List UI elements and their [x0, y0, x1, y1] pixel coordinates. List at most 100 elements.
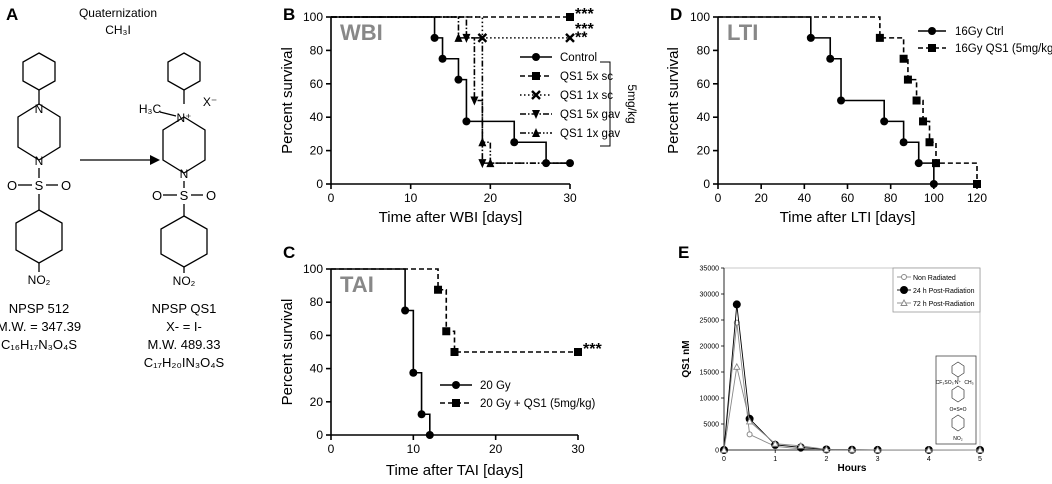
y-tick-label: 100 [303, 10, 323, 24]
data-point [454, 75, 463, 84]
legend-marker [928, 27, 936, 35]
data-point [425, 431, 434, 439]
y-tick-label: 80 [310, 43, 324, 57]
y-tick-label: 0 [316, 177, 323, 191]
legend-label: 24 h Post-Radiation [913, 288, 975, 295]
phenyl-ring-left [22, 52, 56, 91]
y-tick-label: 80 [310, 295, 324, 309]
y-tick-label: 100 [690, 10, 710, 24]
y-tick-label: 80 [697, 43, 711, 57]
legend-marker [452, 399, 460, 407]
legend-marker [532, 53, 540, 61]
y-tick-label: 100 [303, 262, 323, 276]
legend-marker [452, 381, 460, 389]
data-point [903, 75, 912, 84]
left-compound-formula: C₁₆H₁₇N₃O₄S [1, 337, 77, 352]
data-point [434, 285, 443, 294]
svg-text:O: O [206, 188, 216, 203]
left-compound-name: NPSP 512 [9, 301, 69, 316]
data-point [720, 446, 728, 453]
y-tick-label: 20 [310, 144, 324, 158]
panel-label: E [678, 243, 689, 262]
data-point [417, 410, 426, 419]
legend-marker [901, 274, 907, 280]
y-tick-label: 20 [310, 395, 324, 409]
data-point [409, 368, 418, 377]
y-tick-label: 0 [703, 177, 710, 191]
chart-d: D LTI 0 20 40 60 80 100 120 0 20 40 60 80 100 Time afte… [665, 5, 1052, 226]
data-point [486, 158, 495, 168]
data-point [462, 117, 471, 126]
y-axis-label: Percent survival [279, 47, 296, 154]
data-point [574, 348, 582, 356]
nitrophenyl-ring-right [160, 215, 208, 268]
x-tick-label: 2 [824, 456, 828, 463]
y-tick-label: 35000 [700, 266, 720, 273]
data-point [875, 33, 884, 42]
data-point [470, 96, 479, 106]
x-tick-label: 0 [715, 191, 722, 205]
legend-marker [532, 110, 540, 119]
legend: Control QS1 5x sc QS1 1x sc QS1 5x gav QS1 1… [520, 52, 620, 140]
sulfonyl-s-left: S [35, 178, 44, 193]
data-point [438, 54, 447, 63]
x-tick-label: 20 [754, 191, 768, 205]
legend-label: 16Gy QS1 (5mg/kg) [955, 43, 1052, 55]
legend-label: QS1 5x gav [560, 109, 620, 121]
inner-title: WBI [340, 20, 383, 45]
survival-line [331, 16, 570, 39]
x-axis-label: Hours [838, 463, 867, 474]
data-point [912, 96, 921, 105]
y-tick-label: 60 [697, 77, 711, 91]
svg-text:N⁺: N⁺ [955, 380, 962, 386]
legend: 16Gy Ctrl 16Gy QS1 (5mg/kg) [918, 26, 1052, 55]
x-tick-label: 0 [722, 456, 726, 463]
x-tick-label: 10 [407, 442, 421, 456]
data-point [931, 159, 940, 168]
data-point [914, 159, 923, 168]
series-qs1-1x-gav [331, 16, 570, 168]
panel-label: D [670, 5, 682, 24]
x-axis-label: Time after LTI [days] [780, 209, 916, 226]
quaternary-n: N⁺ [177, 111, 192, 125]
panel-a-label: A [6, 5, 18, 24]
y-axis-label: QS1 nM [681, 340, 692, 377]
y-tick-label: 30000 [700, 292, 720, 299]
left-compound-mw: M.W. = 347.39 [0, 319, 81, 334]
y-axis-label: Percent survival [279, 299, 296, 406]
y-tick-label: 10000 [700, 396, 720, 403]
data-point [477, 33, 488, 43]
x-tick-label: 30 [563, 191, 577, 205]
svg-text:CH₃: CH₃ [964, 380, 973, 386]
data-point [746, 431, 753, 438]
data-point [880, 117, 889, 126]
sulfonyl-s-right: S [180, 188, 189, 203]
series-20-gy-qs1-5mg-kg- [331, 268, 582, 356]
survival-line [718, 16, 935, 184]
significance-mark: *** [575, 6, 594, 23]
data-point [733, 362, 741, 370]
legend-label: QS1 5x sc [560, 71, 613, 83]
methyl-group: H₃C [139, 102, 162, 116]
dose-note: 5mg/kg [625, 84, 639, 123]
y-tick-label: 40 [310, 110, 324, 124]
chart-b: B WBI 0 10 20 30 0 20 40 60 80 100 Time after WBI [d… [279, 5, 620, 226]
nitro-group-right: NO₂ [173, 274, 196, 288]
data-point [462, 33, 471, 43]
data-point [837, 96, 846, 105]
significance-mark: ** [575, 29, 588, 46]
data-point [848, 445, 856, 453]
data-point [732, 300, 741, 309]
chart-e: E 0 1 2 3 4 5 0 5000 10000 15000 20000 25000 30000 350… [678, 243, 984, 474]
data-point [442, 327, 451, 336]
svg-text:N: N [35, 154, 44, 168]
x-tick-label: 30 [571, 442, 585, 456]
data-point [973, 180, 981, 188]
legend-label: 20 Gy [480, 380, 511, 392]
legend-label: QS1 1x gav [560, 128, 620, 140]
series-16gy-qs1-5mg-kg- [718, 16, 981, 188]
legend-marker [531, 90, 541, 100]
x-tick-label: 4 [927, 456, 931, 463]
panel-label: B [283, 5, 295, 24]
